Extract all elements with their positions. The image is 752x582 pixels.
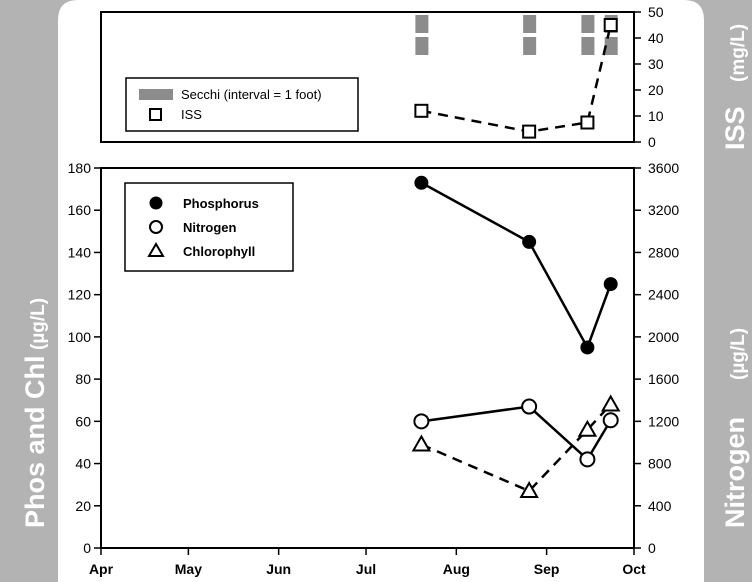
x-tick-label: Oct <box>622 561 646 577</box>
left-y-tick-label: 40 <box>75 456 91 472</box>
right-y-axis: 0 400 800 1200 1600 2000 2400 2800 3200 3600 <box>634 160 679 556</box>
x-tick-label: May <box>175 561 202 577</box>
secchi-legend-label: Secchi (interval = 1 foot) <box>181 87 322 102</box>
iss-y-tick-label: 20 <box>648 82 664 98</box>
x-tick-label: Sep <box>534 561 560 577</box>
left-y-tick-label: 160 <box>68 202 92 218</box>
right-y-tick-label: 2800 <box>648 244 679 260</box>
left-y-tick-label: 80 <box>75 371 91 387</box>
left-axis-title-unit: (µg/L) <box>28 298 49 350</box>
iss-legend-marker <box>149 108 162 121</box>
right-y-tick-label: 0 <box>648 540 656 556</box>
phosphorus-point <box>603 277 618 292</box>
chlorophyll-legend-marker <box>147 242 165 257</box>
nutrient-panel: 0 20 40 60 80 100 120 140 160 180 0 400 800 1200 1600… <box>68 160 680 577</box>
left-y-tick-label: 140 <box>68 244 92 260</box>
chlorophyll-line <box>420 403 612 493</box>
secchi-bar <box>523 15 537 33</box>
right-y-tick-label: 3200 <box>648 202 679 218</box>
left-y-axis: 0 20 40 60 80 100 120 140 160 180 <box>68 160 101 556</box>
secchi-bar <box>604 37 618 55</box>
x-tick-label: Aug <box>443 561 470 577</box>
right-y-tick-label: 2400 <box>648 287 679 303</box>
iss-legend-label: ISS <box>181 107 202 122</box>
right-top-axis-title: ISS (mg/L) <box>720 24 750 150</box>
phosphorus-line <box>420 181 612 351</box>
right-y-tick-label: 800 <box>648 456 672 472</box>
left-axis-title: Phos and Chl (µg/L) <box>20 298 50 528</box>
phosphorus-point <box>414 175 429 190</box>
left-y-tick-label: 120 <box>68 287 92 303</box>
x-tick-label: Jun <box>266 561 291 577</box>
nutrient-series <box>411 175 621 498</box>
left-y-tick-label: 0 <box>83 540 91 556</box>
secchi-bar <box>581 37 595 55</box>
iss-panel: 0 10 20 30 40 50 Secchi (interval = 1 foot) I… <box>100 4 664 150</box>
iss-series <box>414 18 618 139</box>
iss-y-tick-label: 40 <box>648 30 664 46</box>
nitrogen-legend-marker <box>149 220 163 234</box>
left-y-tick-label: 60 <box>75 413 91 429</box>
right-y-tick-label: 400 <box>648 498 672 514</box>
left-y-tick-label: 100 <box>68 329 92 345</box>
nitrogen-point <box>579 451 596 468</box>
left-axis-title-main: Phos and Chl <box>20 355 50 528</box>
iss-point <box>414 103 429 118</box>
chlorophyll-point <box>577 419 598 437</box>
iss-axis-title-main: ISS <box>720 106 750 150</box>
chlorophyll-point <box>600 394 621 412</box>
iss-y-tick-label: 0 <box>648 134 656 150</box>
nitrogen-point <box>521 398 538 415</box>
secchi-bar <box>581 15 595 33</box>
right-y-tick-label: 3600 <box>648 160 679 176</box>
left-y-tick-label: 180 <box>68 160 92 176</box>
left-y-tick-label: 20 <box>75 498 91 514</box>
secchi-legend-swatch <box>139 89 173 100</box>
x-tick-label: Jul <box>356 561 376 577</box>
right-y-tick-label: 2000 <box>648 329 679 345</box>
x-tick-label: Apr <box>89 561 114 577</box>
chlorophyll-point <box>411 434 432 452</box>
iss-line <box>421 24 612 133</box>
iss-y-axis: 0 10 20 30 40 50 <box>634 4 664 150</box>
iss-y-tick-label: 10 <box>648 108 664 124</box>
nitrogen-point <box>413 413 430 430</box>
iss-axis-title-unit: (mg/L) <box>728 24 749 82</box>
chlorophyll-point <box>519 480 539 498</box>
nitrogen-point <box>602 412 619 429</box>
right-y-tick-label: 1600 <box>648 371 679 387</box>
iss-point <box>522 124 537 139</box>
nutrient-legend: Phosphorus Nitrogen Chlorophyll <box>124 182 294 272</box>
nitrogen-legend-label: Nitrogen <box>183 220 237 235</box>
phosphorus-point <box>580 340 595 355</box>
nitrogen-axis-title-main: Nitrogen <box>720 417 750 528</box>
secchi-bar <box>523 37 537 55</box>
iss-point <box>603 18 618 32</box>
right-bottom-axis-title: Nitrogen (µg/L) <box>720 328 750 528</box>
chlorophyll-legend-label: Chlorophyll <box>183 244 255 259</box>
iss-y-tick-label: 30 <box>648 56 664 72</box>
iss-legend-box <box>125 77 359 132</box>
right-y-tick-label: 1200 <box>648 413 679 429</box>
iss-point <box>580 115 595 130</box>
phosphorus-legend-label: Phosphorus <box>183 196 259 211</box>
phosphorus-point <box>522 234 537 249</box>
secchi-bar <box>415 37 429 55</box>
nitrogen-axis-title-unit: (µg/L) <box>728 328 749 380</box>
iss-y-tick-label: 50 <box>648 4 664 20</box>
x-axis: Apr May Jun Jul Aug Sep Oct <box>89 548 646 577</box>
nitrogen-line <box>421 405 612 462</box>
phosphorus-legend-marker <box>149 196 163 210</box>
iss-legend: Secchi (interval = 1 foot) ISS <box>125 77 359 132</box>
secchi-bar <box>415 15 429 33</box>
